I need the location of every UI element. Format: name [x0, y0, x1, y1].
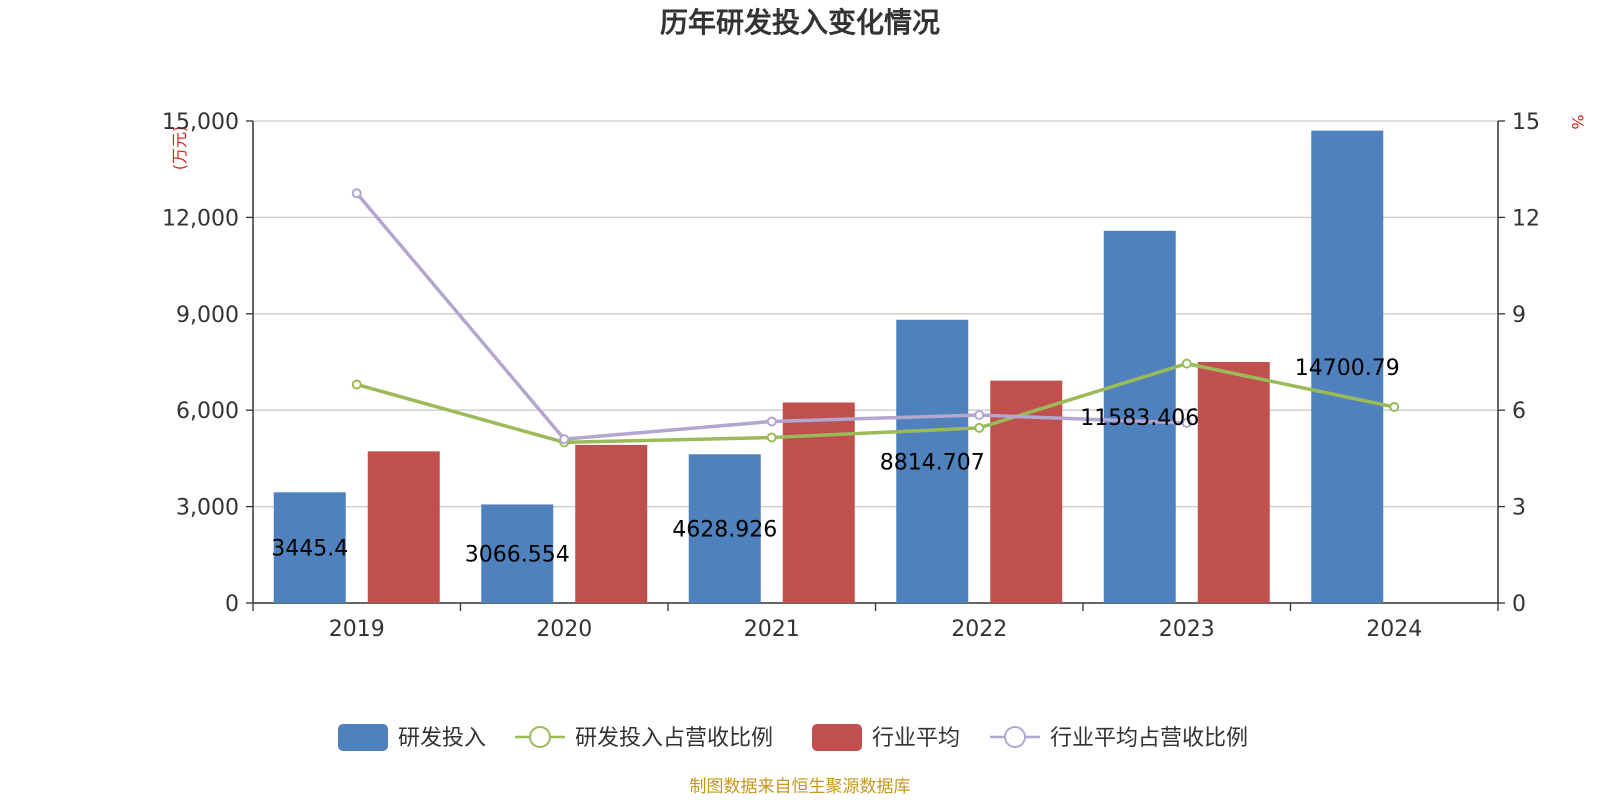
legend: 研发投入 研发投入占营收比例 行业平均 行业平均占营收比例 — [338, 724, 1248, 751]
line-point — [766, 432, 777, 443]
right-tick-label: 0 — [1512, 592, 1526, 617]
legend-swatch-circle — [529, 726, 551, 748]
x-tick-label: 2019 — [329, 617, 385, 642]
bars — [273, 130, 1384, 603]
x-tick-label: 2021 — [744, 617, 800, 642]
legend-label: 行业平均 — [872, 726, 960, 751]
bar-rd-2022 — [896, 319, 969, 603]
bar-industry-2019 — [367, 451, 440, 603]
legend-label: 研发投入占营收比例 — [575, 726, 773, 751]
line-point — [1181, 418, 1192, 429]
bar-rd-2024 — [1311, 130, 1384, 603]
legend-item[interactable]: 行业平均占营收比例 — [990, 726, 1248, 751]
left-tick-label: 15,000 — [162, 110, 239, 135]
legend-item[interactable]: 行业平均 — [812, 724, 960, 751]
left-tick-label: 12,000 — [162, 206, 239, 231]
bar-rd-2020 — [481, 504, 554, 603]
chart-title: 历年研发投入变化情况 — [660, 6, 940, 39]
x-tick-label: 2024 — [1366, 617, 1422, 642]
legend-swatch-bar — [812, 724, 862, 751]
axes: 0 0 3,000 3 6,000 6 9,000 9 12,000 12 15,000 15 2019… — [162, 110, 1540, 642]
right-axis-unit: % — [1568, 114, 1587, 129]
legend-item[interactable]: 研发投入占营收比例 — [515, 726, 773, 751]
right-tick-label: 15 — [1512, 110, 1540, 135]
bar-data-label: 14700.79 — [1295, 356, 1400, 381]
x-tick-label: 2020 — [536, 617, 592, 642]
line-point — [351, 188, 362, 199]
line-point — [974, 410, 985, 421]
bar-data-label: 4628.926 — [672, 518, 777, 543]
left-tick-label: 0 — [225, 592, 239, 617]
source-note: 制图数据来自恒生聚源数据库 — [690, 777, 911, 797]
bar-rd-2021 — [688, 454, 761, 603]
x-tick-label: 2022 — [951, 617, 1007, 642]
right-tick-label: 12 — [1512, 206, 1540, 231]
legend-item[interactable]: 研发投入 — [338, 724, 486, 751]
line-rd-ratio — [356, 361, 1395, 445]
legend-swatch-bar — [338, 724, 388, 751]
legend-swatch-circle — [1004, 726, 1026, 748]
lines — [351, 188, 1400, 448]
data-labels: 3445.4 3066.554 4628.926 8814.707 11583.406 1… — [271, 356, 1399, 568]
left-axis-unit: (万元) — [170, 126, 189, 171]
bar-data-label: 11583.406 — [1080, 406, 1199, 431]
line-point — [766, 416, 777, 427]
right-tick-label: 9 — [1512, 303, 1526, 328]
bar-industry-2020 — [575, 444, 648, 603]
right-tick-label: 3 — [1512, 496, 1526, 521]
right-tick-label: 6 — [1512, 399, 1526, 424]
grid-lines — [253, 120, 1498, 508]
bar-data-label: 8814.707 — [880, 450, 985, 475]
bar-industry-2023 — [1197, 362, 1270, 603]
line-point — [974, 422, 985, 433]
bar-rd-2023 — [1103, 230, 1176, 603]
bar-rd-2019 — [273, 492, 346, 603]
left-tick-label: 3,000 — [176, 496, 239, 521]
legend-label: 行业平均占营收比例 — [1050, 726, 1248, 751]
bar-data-label: 3445.4 — [271, 537, 348, 562]
left-tick-label: 6,000 — [176, 399, 239, 424]
left-tick-label: 9,000 — [176, 303, 239, 328]
legend-label: 研发投入 — [398, 726, 486, 751]
bar-data-label: 3066.554 — [465, 543, 570, 568]
line-point — [1181, 358, 1192, 369]
x-tick-label: 2023 — [1159, 617, 1215, 642]
line-point — [559, 434, 570, 445]
line-point — [1389, 401, 1400, 412]
line-point — [351, 379, 362, 390]
